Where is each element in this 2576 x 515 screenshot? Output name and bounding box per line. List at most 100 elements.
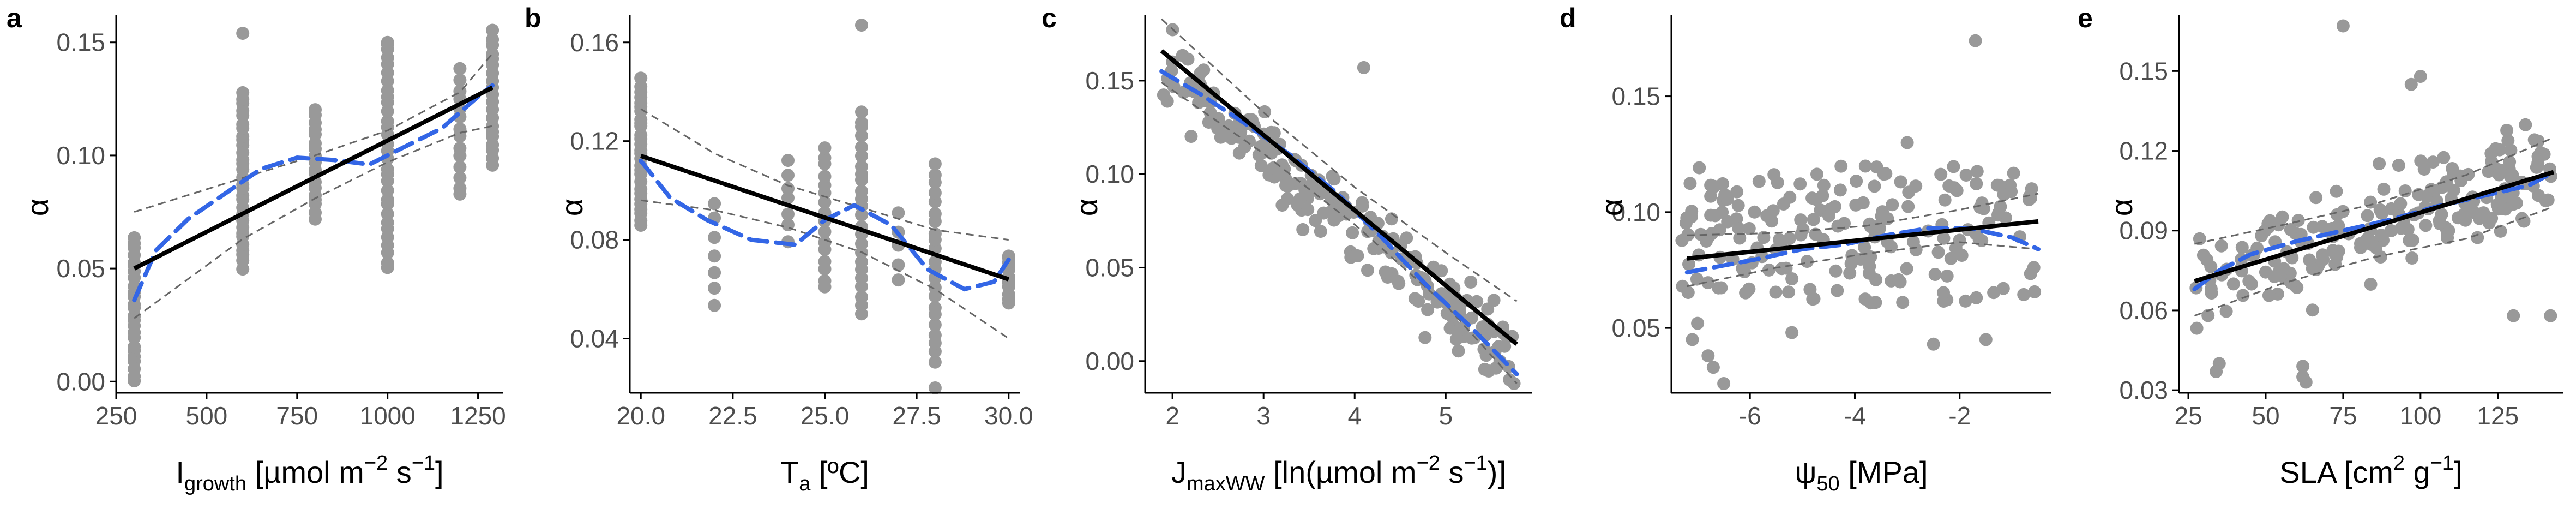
data-point bbox=[2219, 304, 2233, 318]
x-axis-label: Ta [ºC] bbox=[780, 455, 869, 495]
data-point bbox=[1970, 165, 1984, 178]
x-axis-label-part: SLA [cm bbox=[2279, 455, 2393, 489]
data-point bbox=[2504, 170, 2518, 184]
data-point bbox=[381, 115, 394, 128]
data-point bbox=[1886, 198, 1899, 212]
data-point bbox=[2193, 232, 2206, 245]
data-point bbox=[2277, 262, 2290, 276]
data-point bbox=[1979, 333, 1993, 346]
data-point bbox=[1862, 266, 1876, 280]
data-point bbox=[1769, 285, 1783, 299]
data-point bbox=[1927, 337, 1940, 351]
x-tick-label: 25 bbox=[2174, 402, 2202, 430]
x-axis-label: JmaxWW [ln(µmol m−2 s−1)] bbox=[1171, 452, 1506, 495]
data-point bbox=[2023, 190, 2036, 203]
y-tick-label: 0.04 bbox=[570, 324, 619, 352]
data-point bbox=[1313, 187, 1327, 201]
y-tick-label: 0.00 bbox=[1085, 347, 1134, 375]
data-point bbox=[1843, 266, 1857, 280]
x-axis-label-part: a bbox=[799, 472, 811, 495]
data-point bbox=[855, 290, 868, 304]
data-point bbox=[1464, 276, 1478, 289]
x-tick-label: 750 bbox=[276, 402, 318, 430]
data-point bbox=[1970, 291, 1983, 304]
ci-lower-line bbox=[2194, 206, 2554, 317]
regression-line bbox=[133, 86, 493, 271]
data-point bbox=[1507, 376, 1521, 390]
data-point bbox=[928, 318, 942, 332]
data-point bbox=[855, 184, 868, 198]
y-tick-label: 0.00 bbox=[56, 367, 105, 396]
data-point bbox=[818, 170, 832, 183]
data-point bbox=[1928, 268, 1942, 281]
data-point bbox=[855, 105, 868, 119]
x-axis-label: Igrowth [µmol m−2 s−1] bbox=[176, 452, 443, 495]
x-tick-label: 5 bbox=[1439, 402, 1453, 430]
data-point bbox=[1452, 344, 1465, 358]
loess-line bbox=[132, 83, 495, 303]
y-tick-label: 0.03 bbox=[2119, 376, 2168, 404]
data-point bbox=[2028, 285, 2042, 298]
data-point bbox=[2226, 277, 2240, 291]
data-point bbox=[2306, 303, 2319, 317]
y-tick-label: 0.05 bbox=[56, 254, 105, 283]
x-axis-label-part: [MPa] bbox=[1840, 455, 1928, 489]
data-point bbox=[2404, 77, 2418, 91]
data-point bbox=[855, 129, 868, 142]
data-point bbox=[486, 33, 499, 46]
data-point bbox=[2531, 134, 2545, 148]
y-tick-label: 0.12 bbox=[2119, 137, 2168, 165]
data-point bbox=[2446, 162, 2459, 175]
x-tick-label: 4 bbox=[1347, 402, 1362, 430]
y-tick-label: 0.12 bbox=[570, 127, 619, 155]
data-point bbox=[892, 273, 905, 287]
data-point bbox=[2477, 206, 2490, 220]
data-point bbox=[928, 195, 942, 208]
data-point bbox=[2537, 147, 2551, 161]
data-point bbox=[1243, 134, 1256, 148]
x-axis-label-part: ] bbox=[435, 455, 444, 489]
data-point bbox=[453, 62, 467, 75]
data-point bbox=[2364, 278, 2378, 291]
data-point bbox=[1775, 262, 1789, 276]
data-point bbox=[1942, 179, 1956, 193]
data-point bbox=[1762, 263, 1775, 277]
data-point bbox=[1752, 175, 1766, 188]
regression-line bbox=[640, 154, 1010, 282]
data-point bbox=[381, 35, 394, 49]
y-axis-label: α bbox=[1594, 199, 1629, 216]
data-point bbox=[781, 207, 795, 221]
data-point bbox=[1807, 213, 1820, 226]
data-point bbox=[1301, 203, 1315, 217]
y-tick-label: 0.15 bbox=[56, 28, 105, 57]
panel-label: e bbox=[2078, 3, 2093, 33]
y-tick-label: 0.05 bbox=[1085, 253, 1134, 282]
data-point bbox=[1739, 286, 1753, 300]
data-point bbox=[1783, 190, 1797, 204]
x-tick-label: -6 bbox=[1739, 402, 1761, 430]
data-point bbox=[2398, 184, 2412, 197]
ci-lower-line bbox=[134, 125, 493, 319]
data-point bbox=[1693, 161, 1706, 175]
data-point bbox=[781, 169, 795, 182]
x-axis-label-part: −2 bbox=[1417, 452, 1440, 475]
data-point bbox=[1822, 209, 1835, 223]
y-axis-label: α bbox=[555, 199, 589, 216]
data-point bbox=[1167, 80, 1181, 93]
data-point bbox=[708, 231, 721, 244]
x-axis-label: ψ50 [MPa] bbox=[1795, 455, 1928, 495]
data-point bbox=[2210, 365, 2223, 378]
data-point bbox=[1314, 225, 1327, 238]
data-point bbox=[1391, 274, 1405, 288]
data-point bbox=[708, 249, 721, 263]
data-point bbox=[381, 207, 394, 221]
data-point bbox=[1326, 170, 1339, 183]
data-point bbox=[2214, 239, 2228, 253]
data-point bbox=[1937, 286, 1950, 300]
x-tick-label: 100 bbox=[2399, 402, 2441, 430]
data-point bbox=[1275, 199, 1289, 212]
data-point bbox=[818, 236, 832, 249]
data-point bbox=[128, 231, 141, 244]
data-point bbox=[928, 381, 942, 394]
x-axis-label-part: s bbox=[388, 455, 412, 489]
